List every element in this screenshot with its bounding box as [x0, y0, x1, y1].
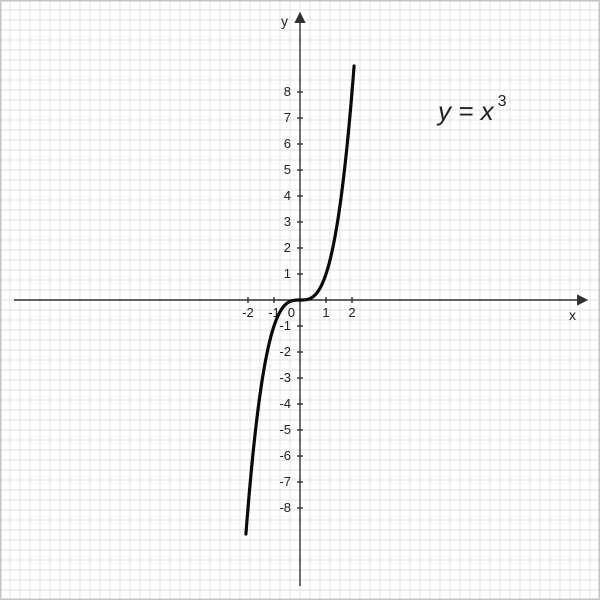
y-tick-label: -5	[279, 422, 291, 437]
y-tick-label: -3	[279, 370, 291, 385]
y-tick-label: 2	[284, 240, 291, 255]
y-tick-label: -8	[279, 500, 291, 515]
y-tick-label: 8	[284, 84, 291, 99]
y-tick-label: 1	[284, 266, 291, 281]
x-axis-label: x	[569, 307, 576, 323]
y-tick-label: -4	[279, 396, 291, 411]
y-tick-label: 3	[284, 214, 291, 229]
y-tick-label: 5	[284, 162, 291, 177]
x-tick-label: 1	[322, 305, 329, 320]
y-tick-label: 6	[284, 136, 291, 151]
y-tick-label: 7	[284, 110, 291, 125]
y-tick-label: -7	[279, 474, 291, 489]
y-tick-label: 4	[284, 188, 291, 203]
chart-canvas: -2-1012-8-7-6-5-4-3-2-112345678xyy = x3	[0, 0, 600, 600]
y-tick-label: -1	[279, 318, 291, 333]
y-tick-label: -2	[279, 344, 291, 359]
y-tick-label: -6	[279, 448, 291, 463]
x-tick-label: 2	[348, 305, 355, 320]
x-tick-label: -2	[242, 305, 254, 320]
y-axis-label: y	[281, 13, 288, 29]
